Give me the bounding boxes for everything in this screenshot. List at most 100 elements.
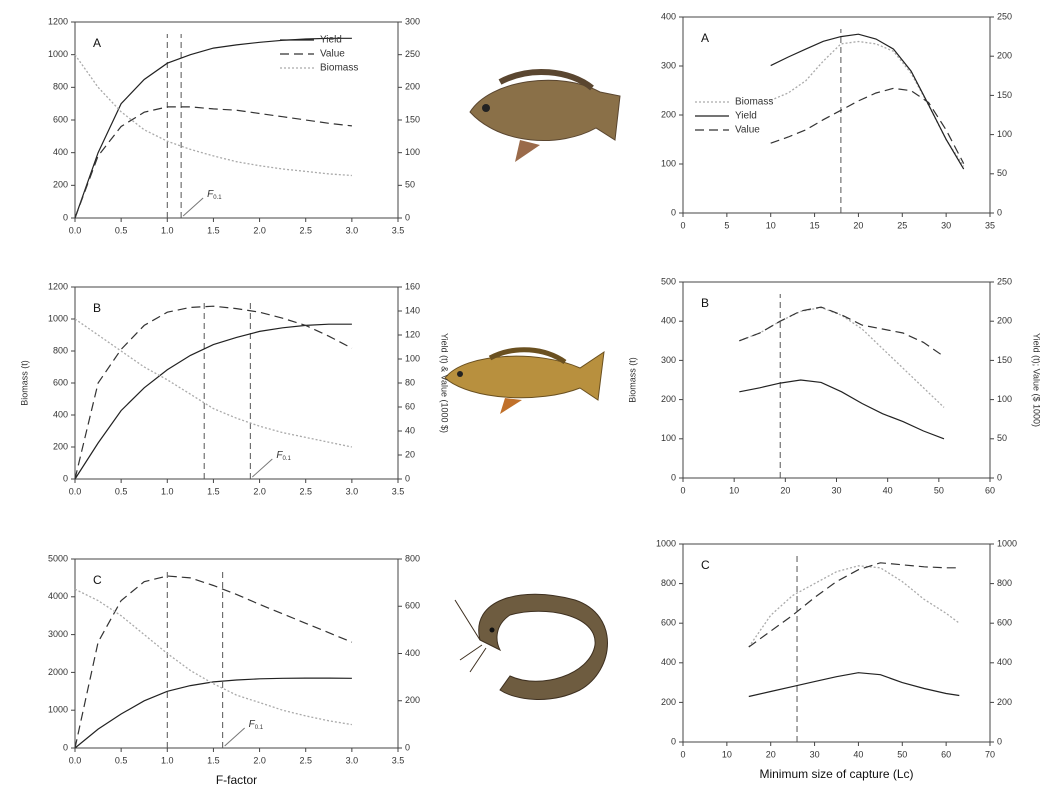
series-line <box>75 38 352 218</box>
y2-tick-label: 150 <box>405 114 420 124</box>
y2-tick-label: 50 <box>405 180 415 190</box>
x-tick-label: 3.5 <box>392 755 405 765</box>
legend-label: Value <box>735 125 760 136</box>
annotation-leader <box>225 728 245 746</box>
y-tick-label: 800 <box>53 82 68 92</box>
y2-tick-label: 400 <box>997 657 1012 667</box>
y2-tick-label: 0 <box>997 736 1002 746</box>
annotation-subscript: 0.1 <box>255 725 264 731</box>
y2-tick-label: 400 <box>405 648 420 658</box>
series-line <box>771 42 964 167</box>
x-tick-label: 2.0 <box>253 225 266 235</box>
figure: 0.00.51.01.52.02.53.03.50200400600800100… <box>0 0 1063 791</box>
x-tick-label: 30 <box>810 749 820 759</box>
plot-frame <box>75 287 398 479</box>
y-tick-label: 0 <box>671 207 676 217</box>
plot-frame <box>683 282 990 478</box>
y2-tick-label: 60 <box>405 401 415 411</box>
series-line <box>749 563 960 647</box>
legend-label: Yield <box>735 111 757 122</box>
x-tick-label: 2.5 <box>299 755 312 765</box>
y-tick-label: 400 <box>53 147 68 157</box>
y2-tick-label: 250 <box>997 11 1012 21</box>
y-tick-label: 1000 <box>48 49 68 59</box>
x-tick-label: 3.0 <box>346 486 359 496</box>
x-tick-label: 25 <box>897 220 907 230</box>
annotation-leader <box>252 459 272 477</box>
y-tick-label: 200 <box>53 180 68 190</box>
y-tick-label: 800 <box>661 578 676 588</box>
panel-label: C <box>701 558 710 572</box>
x-tick-label: 3.5 <box>392 225 405 235</box>
y2-tick-label: 1000 <box>997 538 1017 548</box>
y2-tick-label: 250 <box>997 276 1012 286</box>
series-line <box>771 34 964 169</box>
x-tick-label: 0 <box>680 485 685 495</box>
x-tick-label: 10 <box>729 485 739 495</box>
y-tick-label: 0 <box>63 742 68 752</box>
y-tick-label: 5000 <box>48 553 68 563</box>
y-tick-label: 600 <box>661 618 676 628</box>
x-tick-label: 0.0 <box>69 225 82 235</box>
y2-tick-label: 20 <box>405 449 415 459</box>
y2-tick-label: 800 <box>997 578 1012 588</box>
annotation-subscript: 0.1 <box>213 195 222 201</box>
y-tick-label: 300 <box>661 60 676 70</box>
series-line <box>75 678 352 748</box>
x-tick-label: 20 <box>780 485 790 495</box>
series-line <box>75 55 352 176</box>
series-line <box>75 306 352 479</box>
y-tick-label: 1000 <box>48 313 68 323</box>
x-tick-label: 0.5 <box>115 486 128 496</box>
y-tick-label: 0 <box>63 212 68 222</box>
series-line <box>739 380 944 439</box>
plot-frame <box>75 22 398 218</box>
y2-tick-label: 80 <box>405 377 415 387</box>
x-tick-label: 10 <box>766 220 776 230</box>
plot-frame <box>683 544 990 742</box>
x-tick-label: 0 <box>680 749 685 759</box>
y-tick-label: 3000 <box>48 629 68 639</box>
y-tick-label: 600 <box>53 114 68 124</box>
panel-label: A <box>93 36 101 50</box>
y-tick-label: 400 <box>661 316 676 326</box>
x-tick-label: 1.5 <box>207 755 220 765</box>
x-tick-label: 60 <box>985 485 995 495</box>
x-tick-label: 3.5 <box>392 486 405 496</box>
panel-label: C <box>93 573 102 587</box>
y-tick-label: 200 <box>661 394 676 404</box>
y-tick-label: 400 <box>53 409 68 419</box>
series-line <box>75 324 352 479</box>
y2-tick-label: 200 <box>405 695 420 705</box>
x-tick-label: 1.0 <box>161 225 174 235</box>
y2-tick-label: 200 <box>405 82 420 92</box>
y-tick-label: 800 <box>53 345 68 355</box>
tilapia-illustration <box>470 72 620 162</box>
annotation: F0.1 <box>249 719 264 731</box>
series-line <box>739 307 944 356</box>
legend-label: Biomass <box>320 63 358 74</box>
x-tick-label: 5 <box>724 220 729 230</box>
y-tick-label: 100 <box>661 158 676 168</box>
y2-tick-label: 100 <box>997 129 1012 139</box>
x-tick-label: 1.0 <box>161 486 174 496</box>
y-tick-label: 2000 <box>48 667 68 677</box>
y2-tick-label: 120 <box>405 329 420 339</box>
series-line <box>75 576 352 748</box>
series-line <box>771 88 964 163</box>
y-tick-label: 0 <box>671 736 676 746</box>
y-tick-label: 400 <box>661 657 676 667</box>
y2-tick-label: 0 <box>997 207 1002 217</box>
catfish-illustration <box>455 594 608 699</box>
y2-tick-label: 50 <box>997 168 1007 178</box>
y2-tick-label: 100 <box>997 394 1012 404</box>
y2-tick-label: 200 <box>997 316 1012 326</box>
y2-tick-label: 600 <box>997 618 1012 628</box>
plot-frame <box>683 17 990 213</box>
y-tick-label: 600 <box>53 377 68 387</box>
y2-tick-label: 40 <box>405 425 415 435</box>
x-tick-label: 2.5 <box>299 225 312 235</box>
y2-tick-label: 300 <box>405 16 420 26</box>
x-tick-label: 30 <box>941 220 951 230</box>
x-tick-label: 20 <box>853 220 863 230</box>
